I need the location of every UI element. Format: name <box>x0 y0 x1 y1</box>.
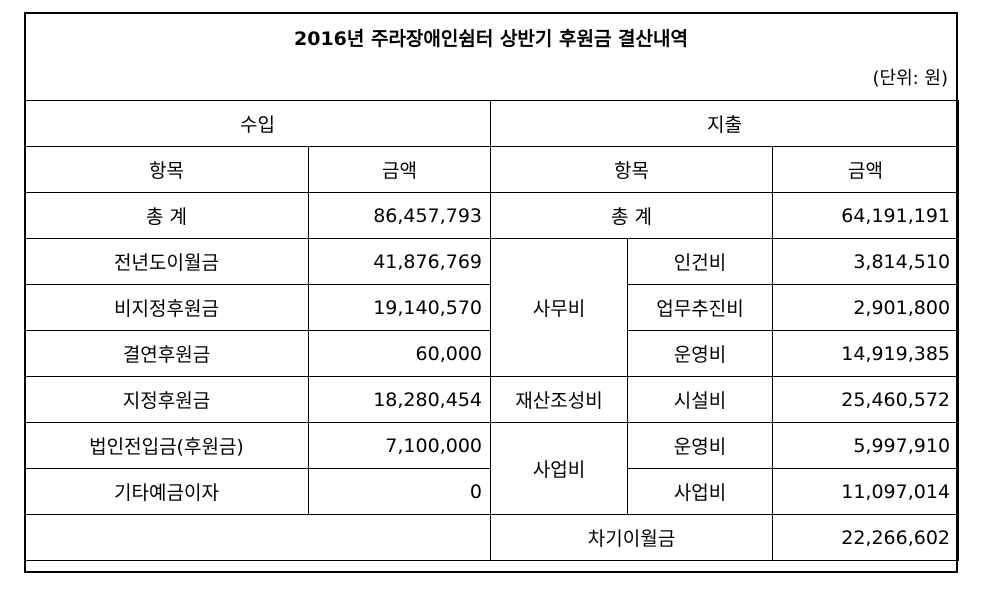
expense-group-label: 사업비 <box>490 422 628 515</box>
table-row: 법인전입금(후원금) 7,100,000 사업비 운영비 5,997,910 <box>24 422 960 515</box>
expense-col-amount: 금액 <box>771 146 960 193</box>
expense-item-label: 시설비 <box>627 376 773 423</box>
table-row: 비지정후원금 19,140,570 업무추진비 2,901,800 <box>24 284 960 331</box>
carryover-label: 차기이월금 <box>490 514 773 561</box>
carryover-value: 22,266,602 <box>771 514 960 561</box>
income-item-label: 법인전입금(후원금) <box>24 422 309 469</box>
total-row: 총 계 86,457,793 총 계 64,191,191 <box>24 192 960 239</box>
expense-item-value: 3,814,510 <box>771 238 960 285</box>
income-item-value: 60,000 <box>308 330 491 377</box>
expense-group-label: 사무비 <box>490 238 628 377</box>
income-item-value: 0 <box>308 468 491 515</box>
table-row: 지정후원금 18,280,454 재산조성비 시설비 25,460,572 <box>24 376 960 423</box>
expense-item-label: 운영비 <box>627 330 773 377</box>
expense-item-value: 25,460,572 <box>771 376 960 423</box>
expense-total-value: 64,191,191 <box>771 192 960 239</box>
expense-total-label: 총 계 <box>490 192 773 239</box>
expense-item-value: 2,901,800 <box>771 284 960 331</box>
expense-header: 지출 <box>489 100 960 147</box>
carryover-row: 차기이월금 22,266,602 <box>24 514 960 561</box>
income-item-value: 18,280,454 <box>308 376 491 423</box>
table-row: 전년도이월금 41,876,769 사무비 인건비 3,814,510 <box>24 238 960 377</box>
income-item-label: 지정후원금 <box>24 376 309 423</box>
expense-col-item: 항목 <box>490 146 773 193</box>
income-total-value: 86,457,793 <box>308 192 491 239</box>
settlement-table: 수입 지출 항목 금액 항목 금액 총 계 86,457,793 총 계 64,… <box>24 100 960 561</box>
table-row: 결연후원금 60,000 운영비 14,919,385 <box>24 330 960 377</box>
income-item-value: 41,876,769 <box>308 238 491 285</box>
income-col-amount: 금액 <box>308 146 491 193</box>
unit-label: (단위: 원) <box>872 68 948 89</box>
income-col-item: 항목 <box>24 146 309 193</box>
income-item-label: 기타예금이자 <box>24 468 309 515</box>
expense-item-label: 인건비 <box>627 238 773 285</box>
expense-item-value: 14,919,385 <box>771 330 960 377</box>
income-item-value: 19,140,570 <box>308 284 491 331</box>
expense-item-value: 11,097,014 <box>771 468 960 515</box>
income-item-label: 결연후원금 <box>24 330 309 377</box>
expense-item-label: 업무추진비 <box>627 284 773 331</box>
income-item-label: 비지정후원금 <box>24 284 309 331</box>
expense-item-label: 운영비 <box>627 422 773 469</box>
income-item-value: 7,100,000 <box>308 422 491 469</box>
section-header-row: 수입 지출 <box>24 100 960 147</box>
income-item-label: 전년도이월금 <box>24 238 309 285</box>
expense-group-label: 재산조성비 <box>490 376 628 423</box>
expense-item-label: 사업비 <box>627 468 773 515</box>
table-row: 기타예금이자 0 사업비 11,097,014 <box>24 468 960 515</box>
income-header: 수입 <box>24 100 491 147</box>
empty-cell <box>24 514 491 561</box>
page-title: 2016년 주라장애인쉼터 상반기 후원금 결산내역 <box>294 28 688 50</box>
column-header-row: 항목 금액 항목 금액 <box>24 146 960 193</box>
expense-item-value: 5,997,910 <box>771 422 960 469</box>
income-total-label: 총 계 <box>24 192 309 239</box>
